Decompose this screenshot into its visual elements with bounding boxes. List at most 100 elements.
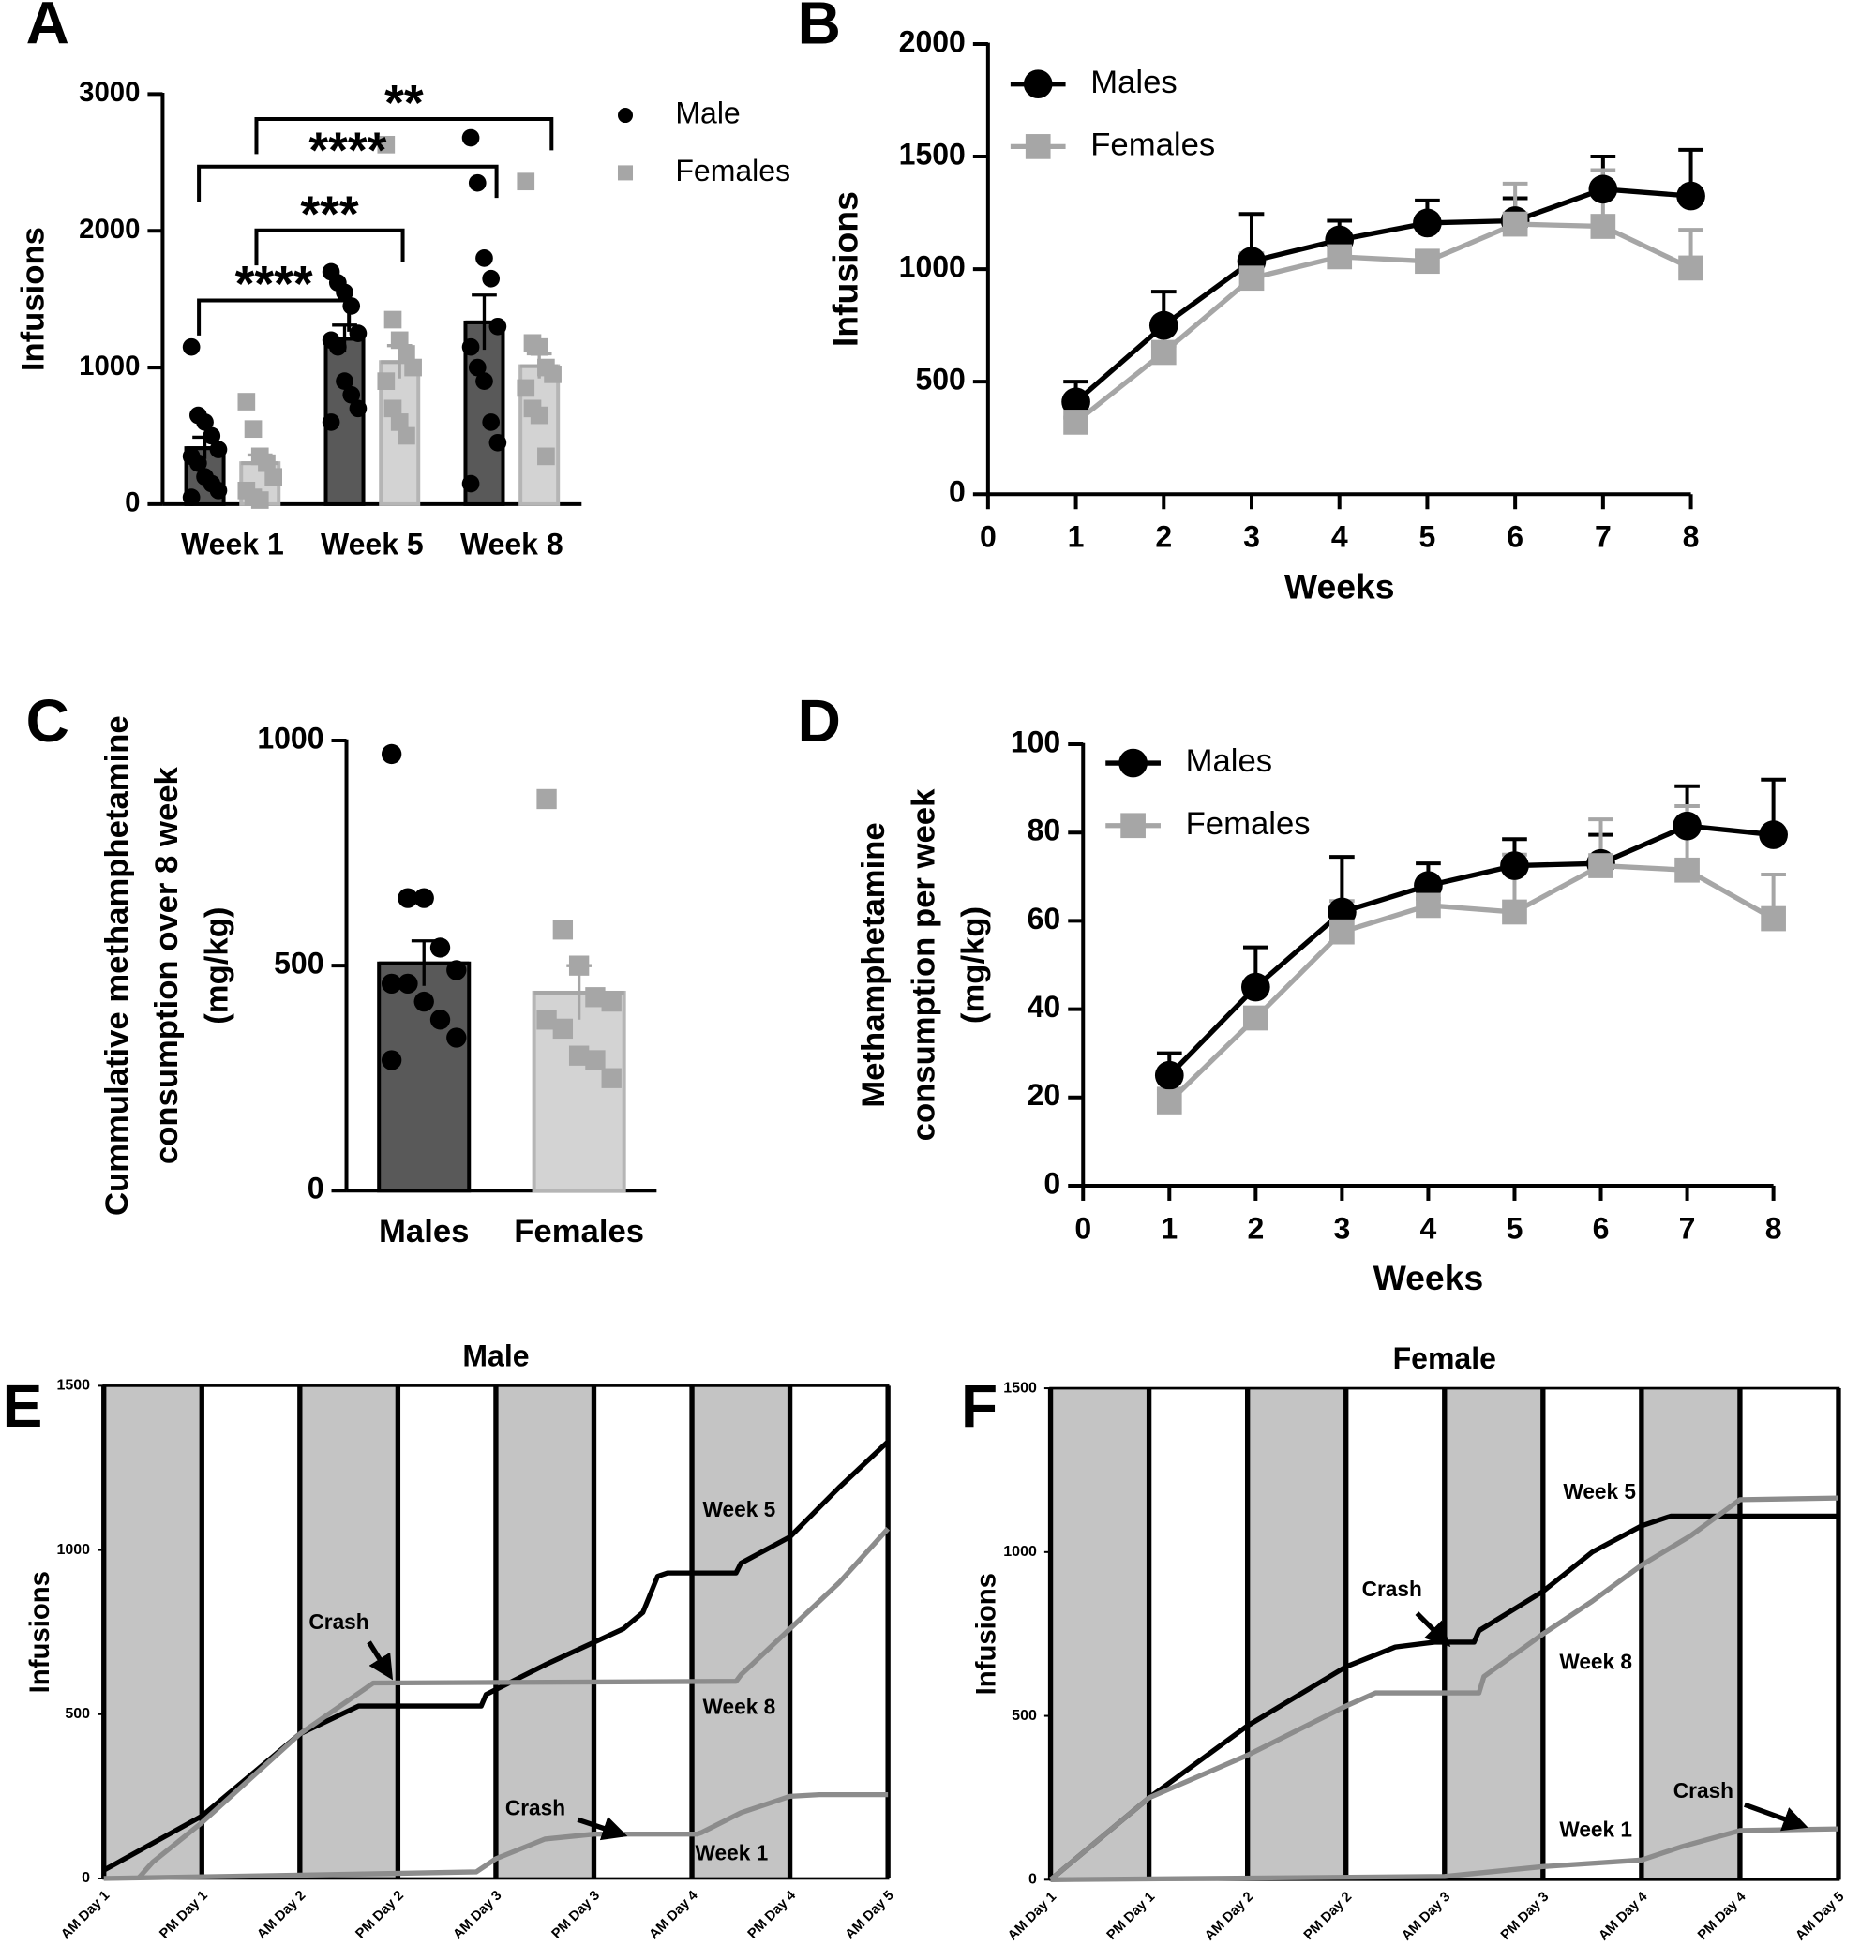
chart-title: Male — [462, 1339, 529, 1372]
x-tick-label: Week 5 — [321, 528, 424, 561]
x-tick-label: 4 — [1420, 1211, 1437, 1245]
dark-phase — [495, 1385, 594, 1878]
x-tick-label: Week 8 — [460, 528, 563, 561]
legend-marker — [617, 108, 634, 124]
data-point — [1413, 208, 1442, 238]
x-tick-label: AM Day 1 — [58, 1888, 113, 1942]
panel-letter: F — [961, 1372, 998, 1440]
data-point — [1063, 410, 1088, 435]
y-tick-label: 500 — [915, 363, 965, 396]
data-point — [1150, 339, 1177, 366]
legend-label: Male — [675, 96, 740, 129]
significance-label: ** — [384, 76, 424, 131]
dark-phase — [1444, 1388, 1543, 1880]
y-tick-label: 100 — [1011, 725, 1060, 758]
data-point — [1674, 857, 1700, 883]
annotation-arrow — [367, 1640, 394, 1681]
data-point — [237, 393, 256, 411]
y-tick-label: 1000 — [79, 351, 140, 382]
significance-bracket — [197, 164, 499, 202]
y-axis-label: Infusions — [825, 191, 864, 347]
y-tick-label: 1000 — [257, 721, 323, 755]
legend-marker — [1023, 69, 1053, 99]
data-point — [322, 413, 340, 431]
data-point — [552, 920, 574, 940]
y-axis-label: Infusions — [971, 1573, 1002, 1695]
data-point — [336, 372, 353, 390]
data-point — [1590, 214, 1616, 239]
data-point — [568, 1045, 590, 1066]
x-tick-label: Females — [514, 1214, 644, 1249]
data-point — [398, 345, 415, 363]
y-tick-label: 0 — [308, 1172, 324, 1205]
x-tick-label: 1 — [1068, 520, 1085, 554]
cumulative-trace — [1048, 1513, 1838, 1882]
y-axis-label: (mg/kg) — [956, 906, 992, 1024]
data-point — [461, 474, 480, 493]
x-tick-label: AM Day 4 — [647, 1888, 702, 1943]
data-point — [1329, 919, 1355, 945]
y-tick-label: 0 — [949, 475, 966, 509]
series-label: Week 1 — [1559, 1817, 1632, 1841]
y-axis-label: (mg/kg) — [200, 907, 235, 1025]
data-point — [1240, 972, 1270, 1002]
data-point — [413, 888, 434, 908]
data-point — [336, 283, 353, 302]
data-point — [429, 1010, 451, 1030]
data-point — [461, 337, 480, 356]
y-tick-label: 1000 — [56, 1542, 90, 1558]
legend-marker — [1118, 748, 1148, 778]
data-point — [1500, 851, 1529, 880]
data-point — [482, 413, 501, 431]
data-point — [377, 372, 396, 390]
data-point — [530, 337, 548, 356]
data-point — [1414, 871, 1443, 901]
x-axis-label: Weeks — [1284, 566, 1395, 606]
data-point — [383, 310, 402, 329]
data-point — [530, 406, 548, 425]
x-tick-label: 0 — [1074, 1211, 1091, 1245]
x-tick-label: 7 — [1679, 1211, 1696, 1245]
dark-phase — [1247, 1388, 1346, 1880]
data-point — [1761, 905, 1786, 932]
x-tick-label: 7 — [1595, 520, 1612, 554]
data-point — [381, 973, 402, 995]
data-point — [544, 366, 562, 383]
data-point — [250, 491, 269, 509]
series-label: Week 5 — [703, 1497, 776, 1521]
panel-letter: A — [26, 0, 69, 57]
data-point — [488, 433, 507, 452]
annotation-arrow — [1744, 1802, 1808, 1832]
data-point — [1759, 820, 1788, 849]
x-tick-label: PM Day 1 — [157, 1888, 210, 1941]
data-point — [475, 372, 493, 390]
y-axis-label: Cummulative methamphetamine — [99, 715, 135, 1216]
data-point — [517, 379, 535, 397]
x-tick-label: 2 — [1155, 520, 1172, 554]
series-line — [1073, 221, 1692, 425]
y-tick-label: 0 — [1043, 1166, 1060, 1200]
data-point — [342, 385, 361, 404]
series-line — [1167, 862, 1775, 1104]
x-tick-label: 8 — [1683, 520, 1700, 554]
dark-phase — [692, 1385, 790, 1878]
x-tick-label: 2 — [1247, 1211, 1264, 1245]
series-line — [1167, 823, 1774, 1078]
data-point — [536, 1010, 557, 1030]
x-tick-label: AM Day 5 — [843, 1888, 897, 1942]
x-tick-label: 6 — [1593, 1211, 1610, 1245]
x-axis-label: Weeks — [1373, 1258, 1484, 1297]
x-tick-label: AM Day 4 — [1596, 1889, 1651, 1944]
data-point — [585, 1050, 606, 1070]
data-point — [601, 991, 622, 1012]
y-tick-label: 1000 — [1003, 1544, 1037, 1560]
x-tick-label: 5 — [1419, 520, 1436, 554]
data-point — [1154, 1060, 1184, 1090]
dark-phase — [299, 1385, 398, 1878]
legend-label: Males — [1186, 743, 1273, 779]
y-tick-label: 500 — [65, 1706, 90, 1722]
series-line — [1073, 187, 1691, 404]
y-tick-label: 1500 — [56, 1378, 90, 1394]
data-point — [349, 399, 368, 418]
